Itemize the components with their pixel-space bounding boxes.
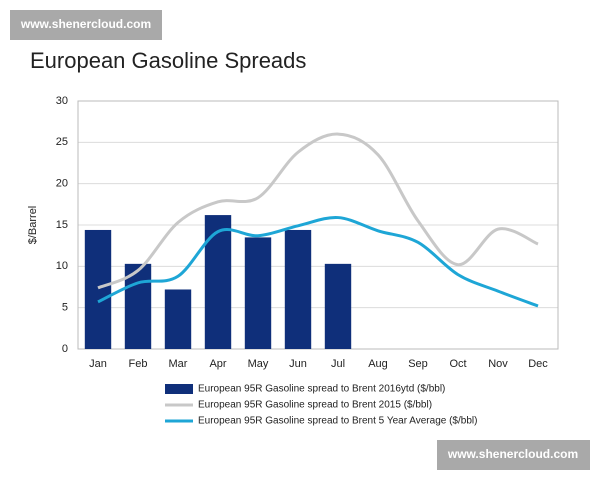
- line: [97, 216, 539, 308]
- y-tick-label: 20: [56, 178, 68, 190]
- x-tick-label: Dec: [528, 358, 548, 370]
- bar: [244, 237, 272, 349]
- x-tick-label: Jun: [289, 358, 307, 370]
- watermark: www.shenercloud.com: [447, 447, 578, 461]
- watermark: www.shenercloud.com: [20, 17, 151, 31]
- x-tick-label: Apr: [209, 358, 226, 370]
- x-tick-label: Jan: [89, 358, 107, 370]
- bar: [124, 263, 152, 349]
- bar: [204, 215, 232, 349]
- line: [97, 132, 539, 290]
- x-tick-label: Oct: [449, 358, 466, 370]
- x-tick-label: Mar: [169, 358, 188, 370]
- x-tick-label: Aug: [368, 358, 388, 370]
- legend-swatch: [165, 384, 193, 394]
- y-tick-label: 10: [56, 260, 68, 272]
- plot-border: [77, 100, 559, 350]
- x-tick-label: Jul: [331, 358, 345, 370]
- y-tick-label: 5: [62, 302, 68, 314]
- y-tick-label: 15: [56, 219, 68, 231]
- watermark-box: [437, 440, 590, 470]
- chart-title: European Gasoline Spreads: [30, 48, 306, 73]
- x-tick-label: Nov: [488, 358, 508, 370]
- legend-label: European 95R Gasoline spread to Brent 20…: [198, 400, 432, 411]
- bar: [84, 229, 112, 349]
- bar: [164, 289, 192, 349]
- bar: [284, 229, 312, 349]
- bar: [324, 263, 352, 349]
- y-tick-label: 30: [56, 95, 68, 107]
- watermark-box: [10, 10, 162, 40]
- legend-label: European 95R Gasoline spread to Brent 5 …: [198, 416, 477, 427]
- x-tick-label: May: [248, 358, 269, 370]
- y-axis-label: $/Barrel: [27, 206, 39, 245]
- y-tick-label: 0: [62, 343, 68, 355]
- legend-label: European 95R Gasoline spread to Brent 20…: [198, 384, 445, 395]
- y-tick-label: 25: [56, 136, 68, 148]
- x-tick-label: Sep: [408, 358, 428, 370]
- x-tick-label: Feb: [129, 358, 148, 370]
